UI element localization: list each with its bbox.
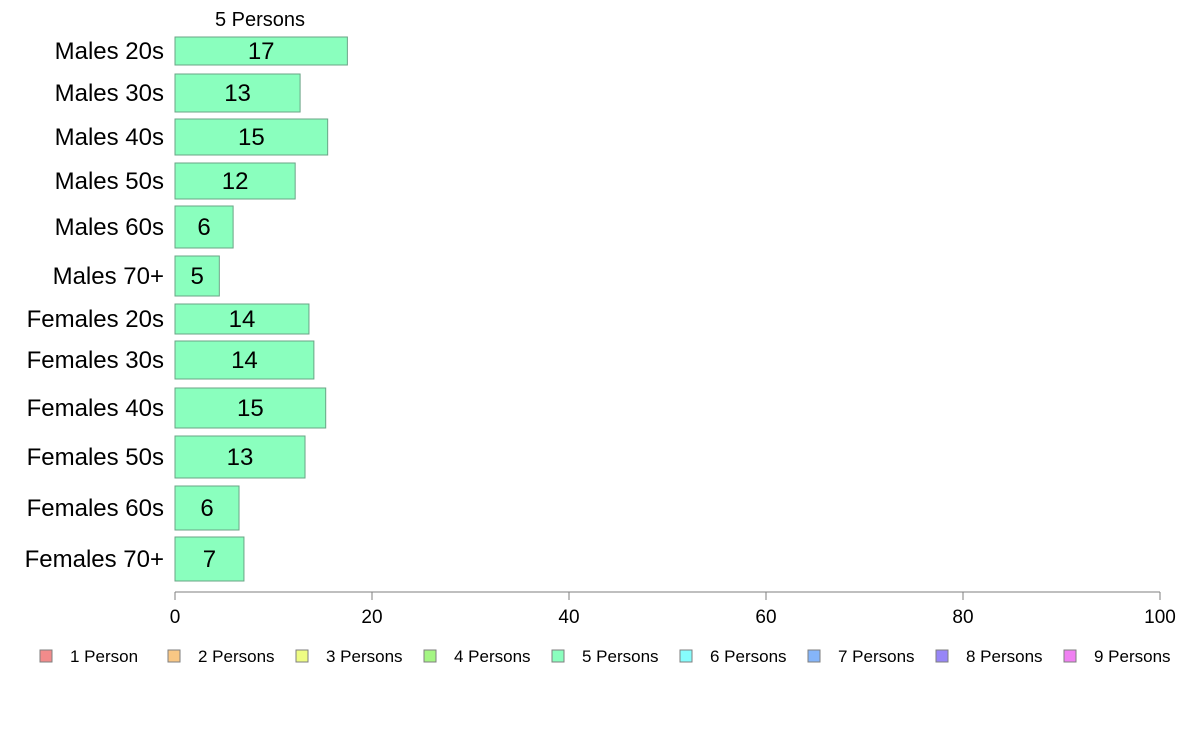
x-tick-label: 20 <box>361 607 382 628</box>
bar-value-label: 6 <box>197 214 210 241</box>
series-title: 5 Persons <box>215 9 305 31</box>
bar-value-label: 15 <box>237 395 264 422</box>
legend-swatch <box>39 649 53 663</box>
bar <box>174 255 220 297</box>
bar <box>174 387 327 429</box>
bar-value-label: 5 <box>190 263 203 290</box>
legend-label: 4 Persons <box>454 647 531 666</box>
bar-value-label: 6 <box>200 495 213 522</box>
category-label: Females 30s <box>27 347 164 374</box>
bar <box>174 536 245 582</box>
bar-value-label: 15 <box>238 124 265 151</box>
category-label: Males 60s <box>55 214 164 241</box>
x-tick-label: 80 <box>952 607 973 628</box>
legend-swatch <box>551 649 565 663</box>
legend: 1 Person 2 Persons 3 Persons 4 Persons 5 Per… <box>39 647 1171 666</box>
category-label: Females 40s <box>27 395 164 422</box>
category-label: Males 40s <box>55 124 164 151</box>
bar <box>174 118 329 156</box>
category-label: Males 50s <box>55 168 164 195</box>
category-label: Males 30s <box>55 80 164 107</box>
legend-label: 2 Persons <box>198 647 275 666</box>
x-tick-label: 100 <box>1144 607 1176 628</box>
legend-label: 3 Persons <box>326 647 403 666</box>
bar <box>174 340 315 380</box>
legend-label: 8 Persons <box>966 647 1043 666</box>
bar-value-label: 13 <box>224 80 251 107</box>
bar <box>174 435 306 479</box>
legend-label: 9 Persons <box>1094 647 1171 666</box>
legend-swatch <box>423 649 437 663</box>
category-label: Females 20s <box>27 306 164 333</box>
bar-value-label: 14 <box>229 306 256 333</box>
bar-value-label: 17 <box>248 38 275 65</box>
legend-label: 5 Persons <box>582 647 659 666</box>
bar <box>174 485 240 531</box>
bar <box>174 303 310 335</box>
bar-value-label: 7 <box>203 546 216 573</box>
legend-swatch <box>1063 649 1077 663</box>
legend-swatch <box>807 649 821 663</box>
bar <box>174 73 301 113</box>
legend-label: 1 Person <box>70 647 138 666</box>
category-label: Males 20s <box>55 38 164 65</box>
bar-value-label: 12 <box>222 168 249 195</box>
bar-value-label: 13 <box>227 444 254 471</box>
category-label: Females 50s <box>27 444 164 471</box>
legend-swatch <box>295 649 309 663</box>
x-tick-label: 0 <box>170 607 181 628</box>
x-tick-label: 60 <box>755 607 776 628</box>
bar-value-label: 14 <box>231 347 258 374</box>
bar <box>174 162 296 200</box>
category-label: Females 70+ <box>25 546 164 573</box>
bar <box>174 205 234 249</box>
category-label: Females 60s <box>27 495 164 522</box>
legend-label: 6 Persons <box>710 647 787 666</box>
legend-swatch <box>167 649 181 663</box>
category-label: Males 70+ <box>53 263 164 290</box>
bars-group: Males 20s 17 Males 30s 13 Males 40s 15 Males 5… <box>25 36 348 582</box>
bar <box>174 36 348 66</box>
legend-swatch <box>935 649 949 663</box>
x-axis: 0 20 40 60 80 100 <box>170 591 1176 628</box>
legend-label: 7 Persons <box>838 647 915 666</box>
x-tick-label: 40 <box>558 607 579 628</box>
legend-swatch <box>679 649 693 663</box>
